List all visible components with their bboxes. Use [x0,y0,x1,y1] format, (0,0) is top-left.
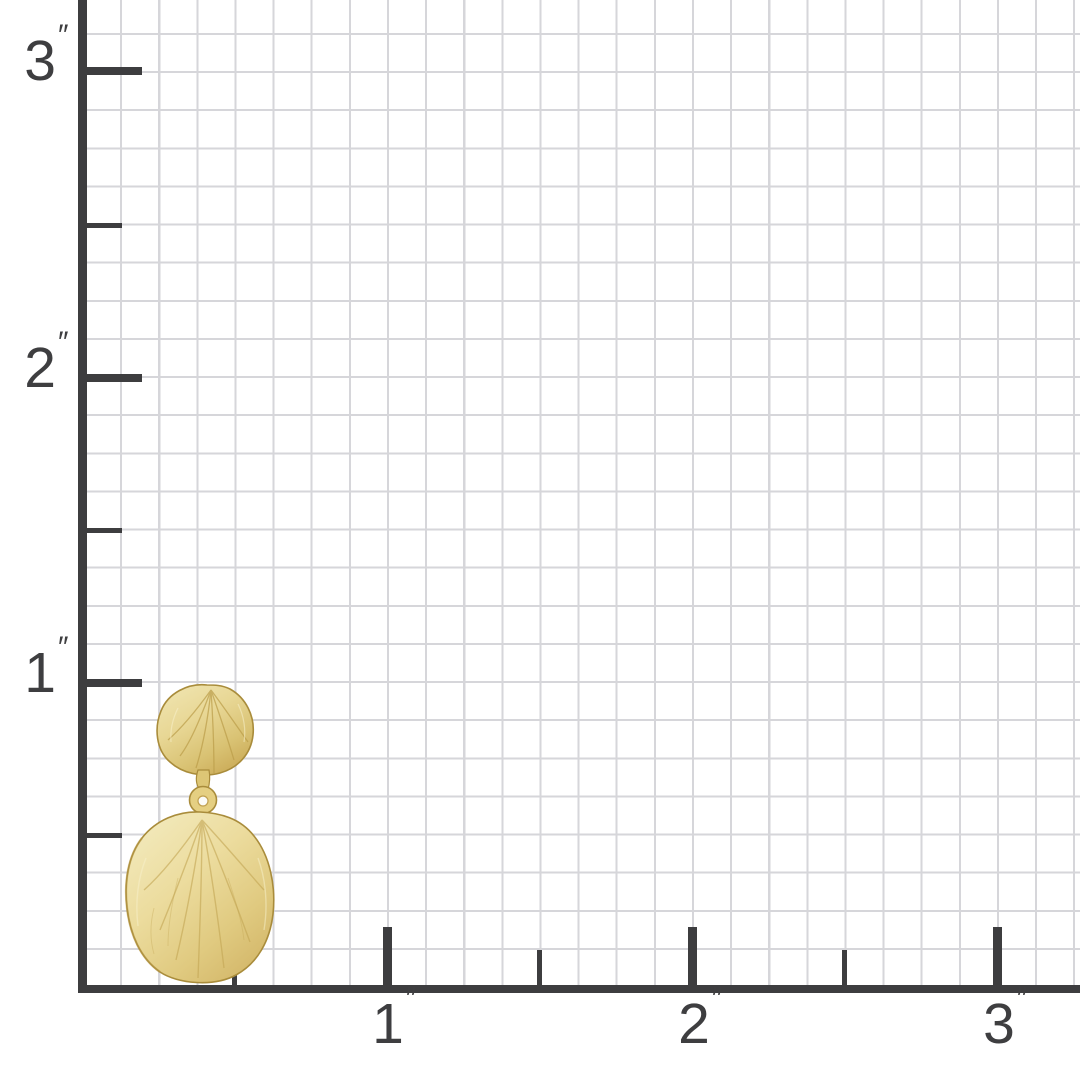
x-tick-1in [383,927,392,985]
connector-bail [188,769,218,815]
bottom-petal-disc [124,811,275,984]
y-tick-3in [87,67,142,75]
y-label-3-value: 3 [24,29,56,93]
x-tick-2-5in [842,950,847,985]
inch-mark: ″ [58,325,68,359]
y-tick-1-5in [87,528,122,533]
x-tick-2in [688,927,697,985]
y-label-2-value: 2 [24,336,56,400]
inch-mark: ″ [58,18,68,52]
x-label-1-value: 1 [372,992,404,1056]
inch-mark: ″ [1016,981,1027,1015]
y-tick-2in [87,374,142,382]
x-axis-label-1in: 1 ″ [372,983,416,1056]
x-tick-1-5in [537,950,542,985]
inch-mark: ″ [711,981,722,1015]
grid-paper [82,0,1080,988]
inch-mark: ″ [405,981,416,1015]
y-tick-0-5in [87,833,122,838]
x-axis-label-3in: 3 ″ [983,983,1027,1056]
earring-product-image [124,684,275,984]
y-axis-label-1in: 1 ″ [2,632,68,705]
y-axis-label-3in: 3 ″ [2,20,68,93]
y-tick-2-5in [87,223,122,228]
x-label-3-value: 3 [983,992,1015,1056]
y-tick-1in [87,679,142,687]
vertical-ruler-bar [78,0,87,992]
inch-mark: ″ [58,630,68,664]
y-label-1-value: 1 [24,641,56,705]
x-tick-3in [993,927,1002,985]
horizontal-ruler-bar [78,985,1080,993]
y-axis-label-2in: 2 ″ [2,327,68,400]
top-petal-disc [156,684,255,776]
x-label-2-value: 2 [678,992,710,1056]
x-axis-label-2in: 2 ″ [678,983,722,1056]
